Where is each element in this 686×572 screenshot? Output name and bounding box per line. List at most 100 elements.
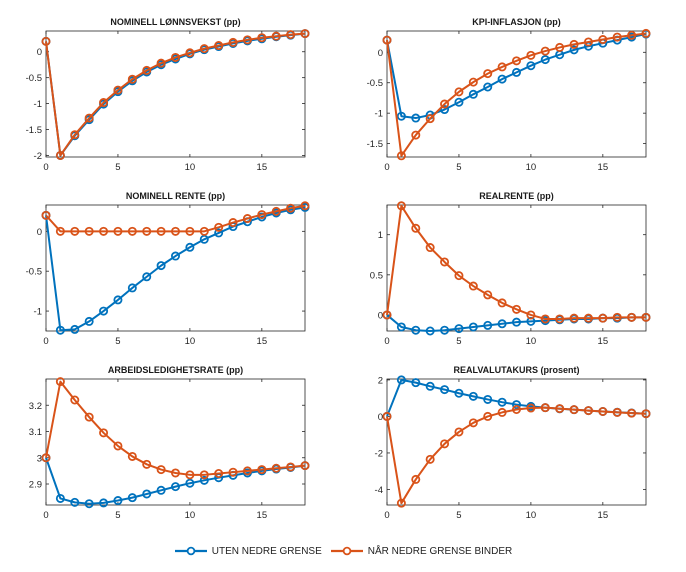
axes-box xyxy=(45,30,306,158)
data-point xyxy=(84,499,94,509)
data-point xyxy=(300,29,310,39)
data-point xyxy=(41,210,51,220)
y-tick-label: -0.5 xyxy=(26,73,42,84)
data-point xyxy=(440,99,450,109)
data-point xyxy=(99,498,109,508)
data-point xyxy=(526,61,536,71)
data-point xyxy=(497,407,507,417)
x-tick-label: 0 xyxy=(43,510,48,521)
legend-label: NÅR NEDRE GRENSE BINDER xyxy=(367,545,513,557)
panel-4: REALRENTE (pp) 0 5 10 15 0 0.5 1 xyxy=(370,191,651,347)
x-tick-label: 5 xyxy=(115,510,120,521)
data-point xyxy=(540,46,550,56)
y-tick-label: -1 xyxy=(375,109,383,120)
data-point xyxy=(70,130,80,140)
x-tick-label: 10 xyxy=(526,336,537,347)
series-naar-nedre-grense-binder xyxy=(382,201,651,324)
panel-title: NOMINELL LØNNSVEKST (pp) xyxy=(110,17,240,27)
data-point xyxy=(382,35,392,45)
data-point xyxy=(454,324,464,334)
y-tick-label: -0.5 xyxy=(367,78,383,89)
x-tick-label: 10 xyxy=(526,510,537,521)
axes-box xyxy=(45,378,306,506)
data-point xyxy=(598,35,608,45)
data-point xyxy=(214,228,224,238)
data-point xyxy=(454,97,464,107)
data-point xyxy=(113,496,123,506)
data-point xyxy=(99,226,109,236)
data-point xyxy=(55,150,65,160)
y-tick-label: -1.5 xyxy=(367,139,383,150)
y-tick-label: -1 xyxy=(34,307,42,318)
data-point xyxy=(271,463,281,473)
data-point xyxy=(142,272,152,282)
data-point xyxy=(170,468,180,478)
data-point xyxy=(583,406,593,416)
x-tick-label: 15 xyxy=(257,510,268,521)
panel-5: ARBEIDSLEDIGHETSRATE (pp) 0 5 10 15 2.9 3 3.1 3.… xyxy=(29,365,310,521)
data-point xyxy=(583,37,593,47)
data-point xyxy=(454,427,464,437)
legend-label: UTEN NEDRE GRENSE xyxy=(211,545,322,557)
data-point xyxy=(396,498,406,508)
data-point xyxy=(483,394,493,404)
y-tick-label: 0 xyxy=(378,310,383,321)
data-point xyxy=(142,226,152,236)
data-point xyxy=(228,467,238,477)
axes-box xyxy=(45,204,306,332)
data-point xyxy=(440,105,450,115)
data-point xyxy=(454,388,464,398)
x-tick-label: 5 xyxy=(456,162,461,173)
data-point xyxy=(598,313,608,323)
data-point xyxy=(300,461,310,471)
data-point xyxy=(84,113,94,123)
y-tick-label: 3.1 xyxy=(29,427,42,438)
data-point xyxy=(396,375,406,385)
data-point xyxy=(468,89,478,99)
data-point xyxy=(612,407,622,417)
x-tick-label: 15 xyxy=(257,162,268,173)
data-point xyxy=(411,130,421,140)
data-point xyxy=(228,37,238,47)
x-tick-label: 10 xyxy=(185,162,196,173)
data-point xyxy=(382,310,392,320)
x-tick-label: 10 xyxy=(185,510,196,521)
data-point xyxy=(396,111,406,121)
panel-2: KPI-INFLASJON (pp) 0 5 10 15 -1.5 -1 -0.5 0 xyxy=(367,17,651,173)
data-point xyxy=(540,403,550,413)
x-tick-label: 5 xyxy=(115,336,120,347)
data-point xyxy=(569,39,579,49)
data-point xyxy=(497,298,507,308)
series-line xyxy=(45,32,306,157)
x-tick-label: 15 xyxy=(257,336,268,347)
data-point xyxy=(242,466,252,476)
data-point xyxy=(170,52,180,62)
x-tick-label: 0 xyxy=(384,336,389,347)
y-tick-label: -1.5 xyxy=(26,125,42,136)
series-line xyxy=(45,204,306,233)
data-point xyxy=(156,261,166,271)
data-point xyxy=(127,493,137,503)
series-naar-nedre-grense-binder xyxy=(382,403,651,508)
data-point xyxy=(425,243,435,253)
data-point xyxy=(142,489,152,499)
data-point xyxy=(468,77,478,87)
x-tick-label: 10 xyxy=(185,336,196,347)
data-point xyxy=(70,324,80,334)
y-tick-label: -1 xyxy=(34,99,42,110)
data-point xyxy=(569,405,579,415)
x-tick-label: 5 xyxy=(115,162,120,173)
data-point xyxy=(41,36,51,46)
data-point xyxy=(199,44,209,54)
data-point xyxy=(70,497,80,507)
data-point xyxy=(55,325,65,335)
data-point xyxy=(214,41,224,51)
legend-swatch-red-icon xyxy=(330,546,363,556)
data-point xyxy=(497,319,507,329)
panel-6: REALVALUTAKURS (prosent) 0 5 10 15 -4 -2 0 2 xyxy=(375,365,651,521)
data-point xyxy=(199,470,209,480)
data-point xyxy=(468,322,478,332)
data-point xyxy=(641,409,651,419)
panel-1: NOMINELL LØNNSVEKST (pp) 0 5 10 15 -2 -1.5 -1 -0… xyxy=(26,17,310,173)
data-point xyxy=(170,482,180,492)
